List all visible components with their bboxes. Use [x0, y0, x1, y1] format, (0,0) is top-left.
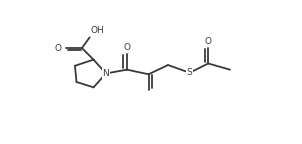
Text: OH: OH — [91, 25, 104, 35]
Text: O: O — [124, 43, 130, 52]
Text: O: O — [205, 37, 212, 46]
Text: N: N — [103, 69, 109, 78]
Text: O: O — [54, 44, 61, 53]
Text: S: S — [187, 68, 193, 77]
